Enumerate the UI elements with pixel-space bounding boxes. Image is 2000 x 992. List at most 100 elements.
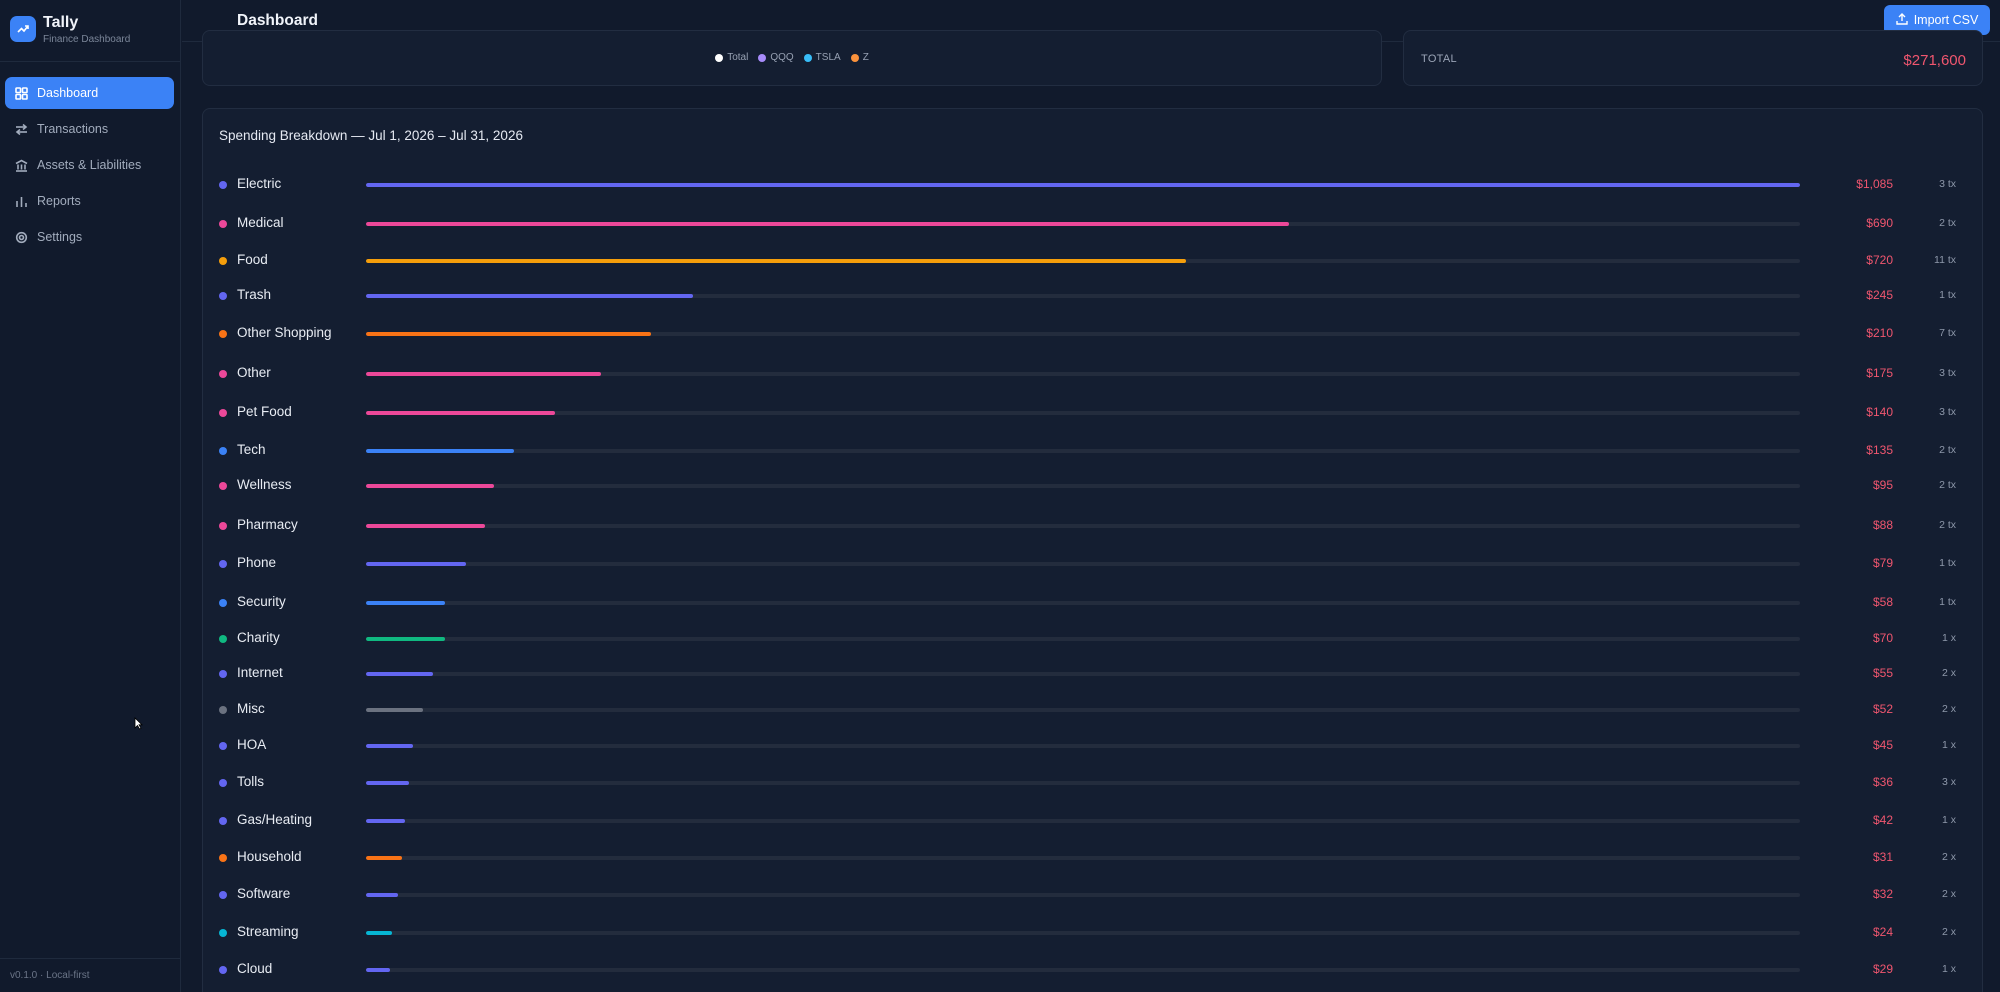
category-tx-count: 2 x bbox=[1941, 703, 1956, 715]
category-color-dot bbox=[219, 482, 227, 490]
category-bar-fill bbox=[366, 222, 1290, 226]
breakdown-row[interactable]: Software $32 2 x bbox=[203, 885, 1984, 905]
category-tx-count: 1 tx bbox=[1939, 596, 1956, 608]
category-bar-track bbox=[366, 411, 1800, 415]
breakdown-row[interactable]: Misc $52 2 x bbox=[203, 700, 1984, 720]
category-name: Internet bbox=[237, 665, 283, 680]
category-bar-fill bbox=[366, 856, 402, 860]
category-bar-track bbox=[366, 781, 1800, 785]
category-color-dot bbox=[219, 635, 227, 643]
category-bar-fill bbox=[366, 411, 556, 415]
sidebar-item-label: Transactions bbox=[37, 122, 109, 136]
breakdown-row[interactable]: Charity $70 1 x bbox=[203, 629, 1984, 649]
sidebar-item-assets-liabilities[interactable]: Assets & Liabilities bbox=[5, 149, 174, 181]
sidebar-item-reports[interactable]: Reports bbox=[5, 185, 174, 217]
category-bar-fill bbox=[366, 484, 494, 488]
category-name: Trash bbox=[237, 287, 272, 302]
category-amount: $1,085 bbox=[1856, 177, 1893, 191]
breakdown-row[interactable]: Wellness $95 2 tx bbox=[203, 476, 1984, 496]
category-amount: $88 bbox=[1872, 518, 1893, 532]
mouse-cursor-icon bbox=[134, 717, 143, 735]
legend-label: QQQ bbox=[770, 52, 794, 63]
category-tx-count: 2 x bbox=[1941, 851, 1956, 863]
breakdown-row[interactable]: Security $58 1 tx bbox=[203, 593, 1984, 613]
category-amount: $42 bbox=[1872, 813, 1893, 827]
sidebar-item-settings[interactable]: Settings bbox=[5, 221, 174, 253]
category-tx-count: 7 tx bbox=[1939, 327, 1956, 339]
sidebar-item-label: Settings bbox=[37, 230, 83, 244]
sidebar-nav: Dashboard Transactions Assets & Liabilit… bbox=[5, 77, 174, 257]
category-color-dot bbox=[219, 292, 227, 300]
category-color-dot bbox=[219, 447, 227, 455]
category-tx-count: 2 tx bbox=[1939, 444, 1956, 456]
breakdown-row[interactable]: Other $175 3 tx bbox=[203, 364, 1984, 384]
category-amount: $720 bbox=[1866, 253, 1893, 267]
category-tx-count: 3 tx bbox=[1939, 178, 1956, 190]
category-bar-track bbox=[366, 332, 1800, 336]
breakdown-row[interactable]: Streaming $24 2 x bbox=[203, 923, 1984, 943]
category-name: Charity bbox=[237, 630, 280, 645]
legend-label: Z bbox=[862, 52, 869, 63]
breakdown-row[interactable]: Cloud $29 1 x bbox=[203, 960, 1984, 980]
category-tx-count: 3 tx bbox=[1939, 406, 1956, 418]
category-tx-count: 1 x bbox=[1941, 814, 1956, 826]
breakdown-row[interactable]: Gas/Heating $42 1 x bbox=[203, 811, 1984, 831]
breakdown-row[interactable]: Tolls $36 3 x bbox=[203, 773, 1984, 793]
legend-label: Total bbox=[727, 52, 749, 63]
breakdown-row[interactable]: Food $720 11 tx bbox=[203, 251, 1984, 271]
legend-swatch bbox=[850, 53, 859, 62]
legend-item-total[interactable]: Total bbox=[715, 52, 748, 63]
category-bar-track bbox=[366, 708, 1800, 712]
category-tx-count: 3 tx bbox=[1939, 367, 1956, 379]
breakdown-row[interactable]: Medical $690 2 tx bbox=[203, 214, 1984, 234]
category-bar-fill bbox=[366, 968, 391, 972]
legend-item-z[interactable]: Z bbox=[850, 52, 869, 63]
app-name: Tally bbox=[43, 14, 79, 31]
breakdown-row[interactable]: Other Shopping $210 7 tx bbox=[203, 324, 1984, 344]
category-name: Misc bbox=[237, 701, 265, 716]
category-bar-fill bbox=[366, 449, 514, 453]
category-color-dot bbox=[219, 257, 227, 265]
version-label: v0.1.0 · Local-first bbox=[0, 958, 181, 992]
category-amount: $140 bbox=[1866, 405, 1893, 419]
category-tx-count: 2 x bbox=[1941, 926, 1956, 938]
category-name: Pharmacy bbox=[237, 517, 298, 532]
legend-item-qqq[interactable]: QQQ bbox=[758, 52, 794, 63]
category-bar-track bbox=[366, 819, 1800, 823]
category-bar-track bbox=[366, 524, 1800, 528]
trending-up-icon bbox=[10, 16, 36, 42]
legend-item-tsla[interactable]: TSLA bbox=[803, 52, 841, 63]
breakdown-row[interactable]: Pet Food $140 3 tx bbox=[203, 403, 1984, 423]
category-amount: $52 bbox=[1872, 702, 1893, 716]
breakdown-row[interactable]: Tech $135 2 tx bbox=[203, 441, 1984, 461]
category-bar-fill bbox=[366, 294, 693, 298]
category-bar-fill bbox=[366, 332, 652, 336]
category-bar-track bbox=[366, 856, 1800, 860]
category-amount: $55 bbox=[1872, 666, 1893, 680]
category-color-dot bbox=[219, 670, 227, 678]
category-color-dot bbox=[219, 409, 227, 417]
category-bar-fill bbox=[366, 524, 486, 528]
category-name: Electric bbox=[237, 176, 282, 191]
category-name: Food bbox=[237, 252, 268, 267]
category-bar-fill bbox=[366, 672, 434, 676]
category-amount: $32 bbox=[1872, 887, 1893, 901]
app-subtitle: Finance Dashboard bbox=[43, 34, 131, 45]
breakdown-row[interactable]: Trash $245 1 tx bbox=[203, 286, 1984, 306]
breakdown-row[interactable]: Phone $79 1 tx bbox=[203, 554, 1984, 574]
category-amount: $58 bbox=[1872, 595, 1893, 609]
breakdown-row[interactable]: HOA $45 1 x bbox=[203, 736, 1984, 756]
breakdown-row[interactable]: Electric $1,085 3 tx bbox=[203, 175, 1984, 195]
category-bar-track bbox=[366, 601, 1800, 605]
breakdown-title: Spending Breakdown — Jul 1, 2026 – Jul 3… bbox=[219, 128, 523, 143]
category-bar-track bbox=[366, 259, 1800, 263]
category-amount: $36 bbox=[1872, 775, 1893, 789]
sidebar-item-transactions[interactable]: Transactions bbox=[5, 113, 174, 145]
breakdown-row[interactable]: Household $31 2 x bbox=[203, 848, 1984, 868]
category-bar-fill bbox=[366, 931, 392, 935]
bar-chart-icon bbox=[14, 194, 28, 208]
sidebar-item-dashboard[interactable]: Dashboard bbox=[5, 77, 174, 109]
breakdown-row[interactable]: Internet $55 2 x bbox=[203, 664, 1984, 684]
breakdown-row[interactable]: Pharmacy $88 2 tx bbox=[203, 516, 1984, 536]
